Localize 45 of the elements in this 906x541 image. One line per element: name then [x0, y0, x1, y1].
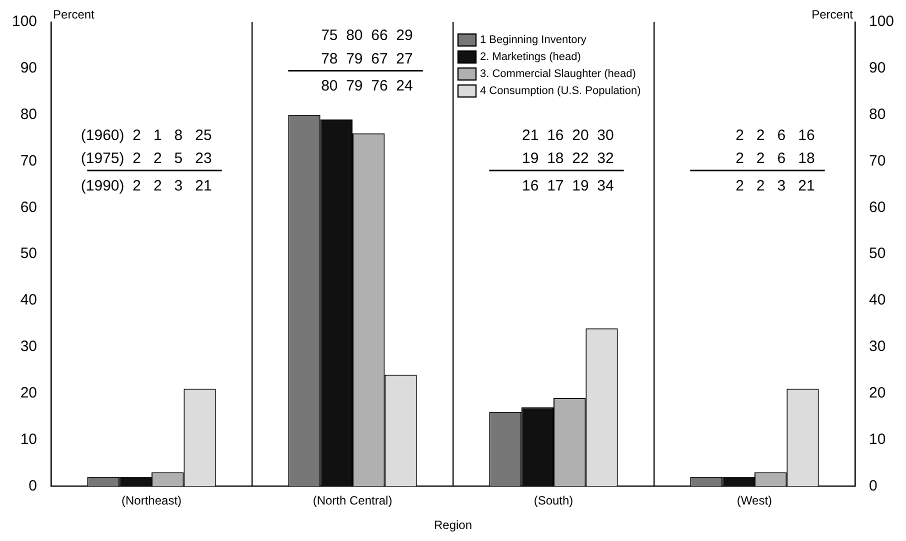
y-tick-label: 90 — [20, 60, 38, 77]
y-tick-label: 60 — [20, 198, 38, 216]
y-tick-label: 10 — [20, 430, 38, 448]
y2-tick-label: 10 — [868, 430, 886, 448]
x-tick-label: (West) — [736, 494, 772, 508]
annotation: 21 16 20 30 — [522, 126, 614, 144]
y2-tick-label: 70 — [868, 152, 886, 170]
y2-tick-label: 40 — [868, 292, 886, 309]
annotation: (1975) 2 2 5 23 — [80, 150, 212, 168]
x-tick-label: (Northeast) — [122, 494, 182, 508]
annotation: (1960) 2 1 8 25 — [80, 126, 212, 144]
annotation: 19 18 22 32 — [522, 150, 614, 168]
legend-label: 1 Beginning Inventory — [480, 34, 587, 46]
y-tick-label: 100 — [12, 13, 38, 30]
x-tick-label: (South) — [534, 494, 574, 508]
annotation: 78 79 67 27 — [321, 50, 413, 68]
y-tick-label: 30 — [20, 338, 38, 356]
y2-tick-label: 80 — [868, 106, 886, 123]
y2-tick-label: 30 — [868, 338, 886, 356]
annotation: 2 2 3 21 — [736, 177, 815, 194]
y2-tick-label: 90 — [868, 60, 886, 77]
annotation: 75 80 66 29 — [321, 27, 413, 44]
y2-tick-label: 0 — [868, 477, 878, 494]
y2-axis-title: Percent — [812, 7, 854, 22]
annotation: 80 79 76 24 — [321, 77, 413, 94]
y-tick-label: 70 — [20, 152, 38, 170]
annotation: 2 2 6 16 — [736, 126, 815, 144]
legend-label: 2. Marketings (head) — [480, 51, 581, 64]
y-tick-label: 20 — [20, 384, 38, 402]
y-tick-label: 40 — [20, 292, 38, 309]
legend-label: 3. Commercial Slaughter (head) — [480, 68, 636, 80]
y-tick-label: 0 — [28, 477, 38, 494]
y2-tick-label: 60 — [868, 198, 886, 216]
y-tick-label: 50 — [20, 245, 38, 262]
x-axis-title: Region — [434, 518, 472, 532]
y2-tick-label: 20 — [868, 384, 886, 402]
y-axis-title: Percent — [53, 7, 96, 22]
annotation: 2 2 6 18 — [736, 150, 815, 168]
y-tick-label: 80 — [20, 106, 38, 123]
legend-label: 4 Consumption (U.S. Population) — [480, 85, 641, 98]
y2-tick-label: 50 — [868, 245, 886, 262]
x-tick-label: (North Central) — [312, 494, 392, 508]
annotation: 16 17 19 34 — [522, 177, 614, 194]
y2-tick-label: 100 — [868, 13, 894, 30]
annotation: (1990) 2 2 3 21 — [80, 177, 212, 194]
